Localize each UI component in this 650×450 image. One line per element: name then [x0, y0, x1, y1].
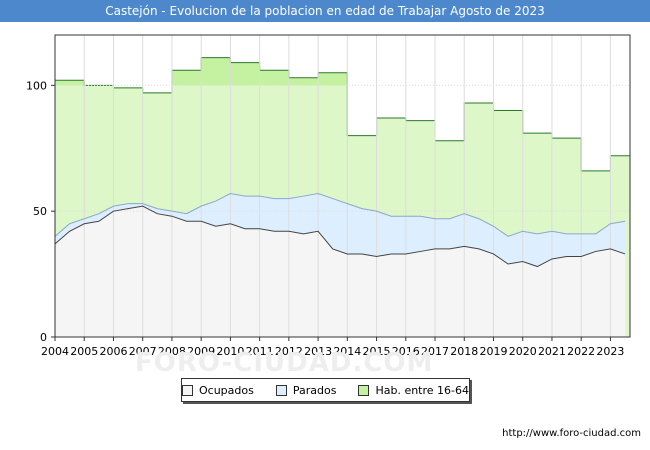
x-tick-label: 2022 [567, 345, 595, 358]
x-tick-label: 2014 [333, 345, 361, 358]
legend-item-parados: Parados [275, 383, 337, 397]
ocupados-area [55, 206, 626, 337]
ocupados-line [54, 205, 626, 268]
chart-title: Castejón - Evolucion de la poblacion en … [0, 0, 650, 22]
y-tick-label: 50 [33, 205, 47, 218]
x-tick-label: 2010 [216, 345, 244, 358]
x-tick-label: 2007 [129, 345, 157, 358]
legend-label-ocupados: Ocupados [199, 383, 254, 397]
x-tick-label: 2017 [421, 345, 449, 358]
source-credit: http://www.foro-ciudad.com [502, 428, 641, 439]
legend: Ocupados Parados Hab. entre 16-64 [181, 378, 470, 402]
hab-band [201, 57, 231, 86]
legend-label-parados: Parados [292, 383, 337, 397]
y-tick-label: 0 [40, 331, 47, 344]
hab-band [259, 70, 289, 86]
hab-band [318, 72, 348, 86]
legend-swatch-hab [358, 384, 370, 396]
x-tick-label: 2020 [509, 345, 537, 358]
legend-swatch-ocupados [182, 384, 193, 396]
x-tick-label: 2011 [246, 345, 274, 358]
x-tick-label: 2023 [596, 345, 624, 358]
legend-label-hab: Hab. entre 16-64 [375, 383, 470, 397]
x-tick-label: 2004 [41, 345, 69, 358]
x-tick-label: 2015 [363, 345, 391, 358]
plot-frame [54, 34, 631, 338]
x-tick-label: 2021 [538, 345, 566, 358]
hab-band [288, 77, 319, 86]
hab-band [55, 80, 85, 86]
hab-band [230, 62, 260, 86]
parados-line [54, 193, 626, 237]
y-tick-label: 100 [26, 79, 47, 92]
legend-item-hab: Hab. entre 16-64 [358, 384, 469, 397]
x-tick-label: 2013 [304, 345, 332, 358]
x-tick-label: 2016 [392, 345, 420, 358]
x-tick-label: 2009 [187, 345, 215, 358]
x-tick-label: 2019 [479, 345, 507, 358]
x-tick-label: 2018 [450, 345, 478, 358]
x-tick-label: 2008 [158, 345, 186, 358]
hab-band [171, 70, 202, 86]
legend-swatch-parados [275, 384, 287, 396]
x-tick-label: 2012 [275, 345, 303, 358]
x-tick-label: 2005 [70, 345, 98, 358]
x-tick-label: 2006 [99, 345, 127, 358]
legend-item-ocupados: Ocupados [182, 384, 254, 397]
watermark: FORO-CIUDAD.COM [135, 348, 434, 378]
